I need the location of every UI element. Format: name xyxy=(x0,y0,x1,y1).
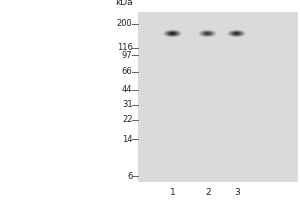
Text: 6: 6 xyxy=(127,172,133,181)
Text: 116: 116 xyxy=(117,43,133,52)
Text: 14: 14 xyxy=(122,135,133,144)
Text: 200: 200 xyxy=(117,19,133,28)
Text: 2: 2 xyxy=(206,188,211,197)
Text: 22: 22 xyxy=(122,115,133,124)
Text: kDa: kDa xyxy=(115,0,133,7)
Text: 97: 97 xyxy=(122,51,133,60)
Text: 3: 3 xyxy=(234,188,240,197)
Text: 66: 66 xyxy=(122,67,133,76)
Text: 44: 44 xyxy=(122,85,133,94)
Text: 31: 31 xyxy=(122,100,133,109)
Text: 1: 1 xyxy=(170,188,176,197)
